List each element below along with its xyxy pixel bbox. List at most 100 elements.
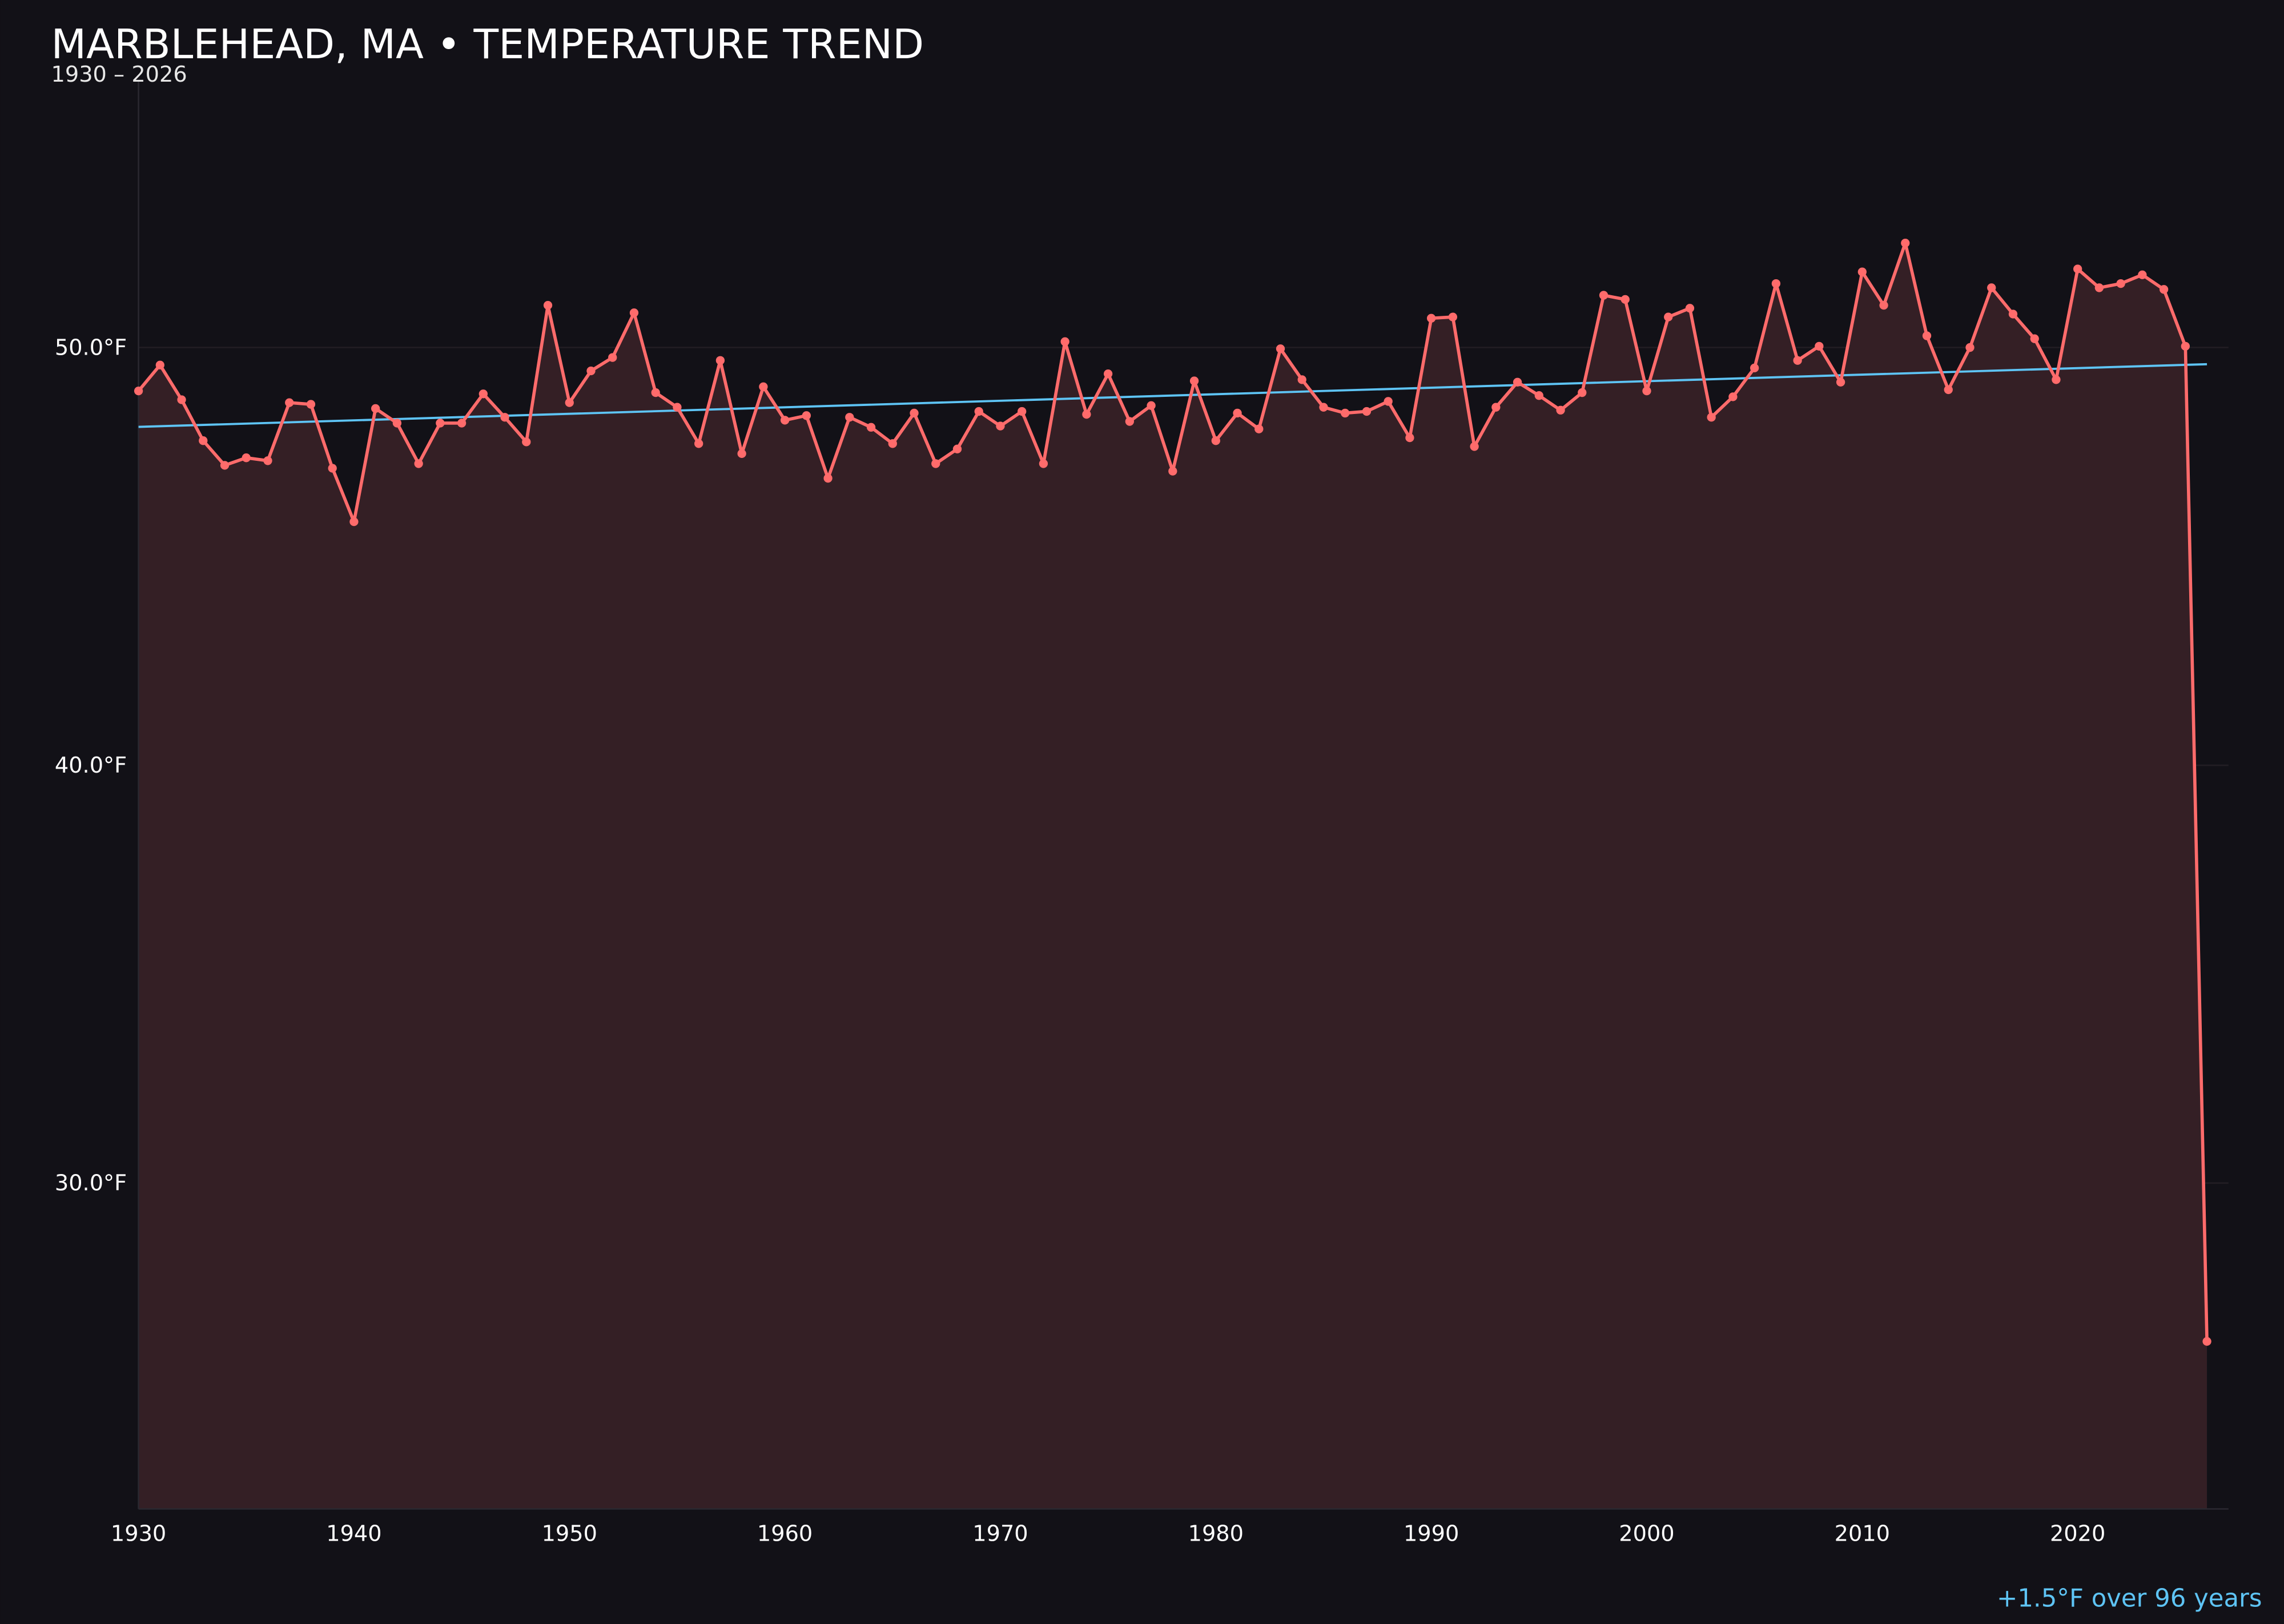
data-point (2181, 341, 2190, 351)
data-point (285, 398, 294, 407)
data-point (1319, 403, 1328, 412)
data-point (1793, 356, 1802, 365)
x-tick-label: 2020 (2050, 1521, 2105, 1547)
data-point (1513, 377, 1522, 387)
data-point (2073, 264, 2082, 274)
data-point (1944, 385, 1953, 395)
data-point (845, 413, 854, 422)
x-tick-label: 2010 (1835, 1521, 1890, 1547)
x-tick-label: 1950 (542, 1521, 597, 1547)
data-point (349, 517, 359, 526)
data-point (1556, 405, 1565, 415)
data-point (1879, 300, 1888, 310)
data-point (866, 423, 876, 432)
data-point (1750, 363, 1759, 373)
data-point (565, 398, 574, 407)
data-point (931, 459, 940, 468)
x-tick-label: 1930 (111, 1521, 166, 1547)
data-point (134, 386, 143, 396)
y-tick-label: 40.0°F (55, 753, 127, 778)
data-point (759, 382, 768, 391)
data-point (1728, 392, 1738, 401)
x-tick-label: 2000 (1619, 1521, 1674, 1547)
data-point (242, 453, 251, 463)
data-point (694, 439, 703, 448)
data-point (177, 395, 186, 404)
data-point (952, 444, 962, 453)
area-fill (138, 243, 2207, 1509)
data-point (1297, 375, 1306, 384)
data-point (1125, 417, 1135, 426)
data-point (1384, 397, 1393, 406)
x-tick-label: 1980 (1188, 1521, 1244, 1547)
data-point (1922, 331, 1932, 340)
data-point (780, 416, 790, 425)
data-point (737, 449, 746, 459)
data-point (500, 413, 509, 422)
data-point (1082, 409, 1091, 419)
data-point (1103, 369, 1113, 379)
data-point (1707, 413, 1716, 422)
y-tick-label: 50.0°F (55, 335, 127, 360)
data-point (2138, 270, 2147, 279)
x-tick-labels: 1930 1940 1950 1960 1970 1980 1990 2000 2010 2020 (111, 1521, 2105, 1547)
data-point (436, 419, 445, 428)
data-points (134, 238, 2211, 1346)
data-point (1771, 279, 1781, 288)
data-point (1254, 424, 1264, 433)
data-point (586, 366, 596, 376)
data-point (1211, 436, 1220, 445)
data-point (1599, 291, 1609, 300)
data-point (1642, 386, 1651, 396)
chart-title: MARBLEHEAD, MA • TEMPERATURE TREND (51, 21, 924, 68)
data-point (715, 356, 725, 365)
data-point (1534, 391, 1543, 400)
data-point (478, 389, 488, 399)
data-point (888, 439, 897, 448)
data-point (1470, 442, 1479, 451)
y-tick-labels: 30.0°F 40.0°F 50.0°F (55, 335, 127, 1196)
data-point (2116, 279, 2125, 288)
data-point (1965, 343, 1975, 352)
data-point (1276, 344, 1285, 353)
data-point (1664, 312, 1673, 321)
data-point (522, 437, 531, 447)
x-tick-label: 1990 (1404, 1521, 1459, 1547)
data-point (414, 459, 423, 468)
data-point (974, 407, 983, 416)
data-point (1836, 377, 1845, 387)
data-point (1620, 295, 1630, 304)
data-point (2094, 283, 2104, 292)
data-point (996, 421, 1005, 431)
data-point (1987, 283, 1996, 292)
data-point (306, 400, 316, 409)
data-point (457, 419, 467, 428)
trend-line (138, 363, 2207, 428)
chart-subtitle: 1930 – 2026 (51, 62, 187, 87)
data-point (802, 411, 811, 420)
data-point (1060, 337, 1069, 346)
trend-annotation: +1.5°F over 96 years (1997, 1584, 2262, 1613)
data-point (1362, 407, 1372, 416)
data-point (1341, 408, 1350, 418)
data-point (1448, 312, 1458, 321)
data-point (1491, 403, 1501, 412)
data-point (2159, 285, 2169, 294)
data-point (1018, 407, 1027, 416)
data-point (1901, 238, 1910, 248)
data-point (1233, 408, 1242, 418)
data-point (155, 360, 164, 369)
data-point (823, 473, 833, 483)
data-point (371, 404, 380, 413)
y-tick-label: 30.0°F (55, 1171, 127, 1196)
data-point (2030, 334, 2039, 343)
x-tick-label: 1940 (326, 1521, 381, 1547)
data-point (910, 408, 919, 418)
data-point (543, 300, 553, 310)
data-point (2008, 309, 2018, 319)
data-point (673, 403, 682, 412)
data-point (1685, 304, 1695, 313)
data-point (328, 464, 337, 473)
data-point (263, 456, 272, 465)
